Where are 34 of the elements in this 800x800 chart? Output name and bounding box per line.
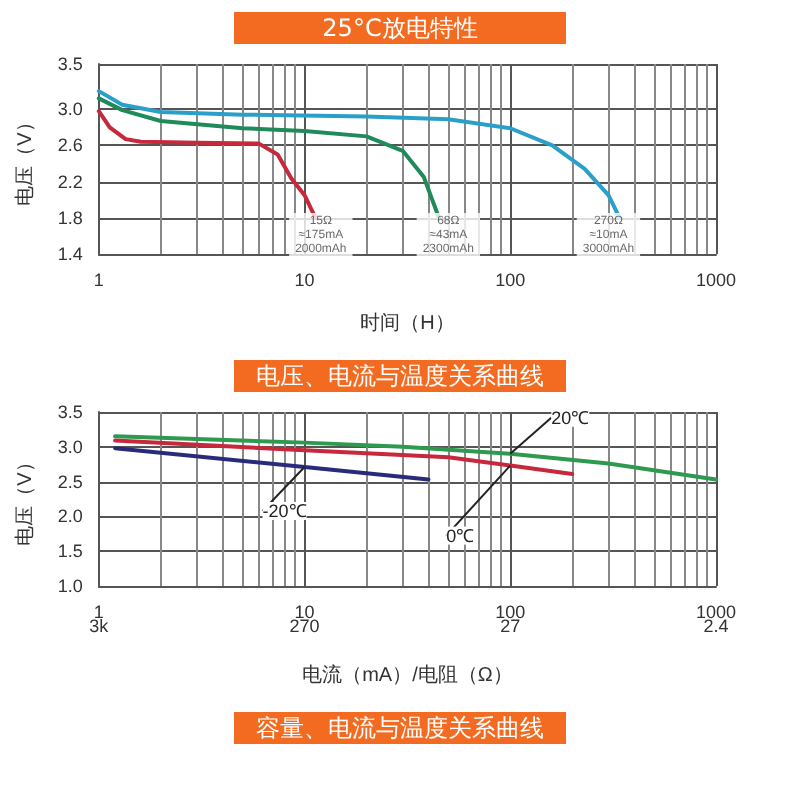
series-label: 20℃ (551, 407, 590, 428)
y-tick-label: 2.0 (57, 506, 83, 527)
y-axis-title: 电压（V） (13, 112, 37, 206)
y-tick-label: 3.0 (57, 436, 83, 457)
y-tick-label: 1.8 (57, 207, 83, 228)
y-tick-label: 3.5 (57, 402, 83, 422)
x-tick-label: 100 (495, 270, 526, 290)
y-tick-label: 3.0 (57, 99, 83, 120)
x-tick-label: 1000 (695, 602, 737, 622)
x-tick-label: 1 (93, 270, 104, 290)
x-tick-label: 10 (294, 602, 315, 622)
x-tick-label: 10 (294, 270, 315, 290)
y-tick-label: 2.5 (57, 471, 83, 492)
text: 3k (89, 616, 110, 636)
chart-title: 电压、电流与温度关系曲线 (234, 360, 566, 392)
text: 27 (500, 616, 521, 636)
y-tick-label: 1.4 (57, 244, 83, 264)
x-axis-title: 时间（H） (360, 311, 455, 335)
x-axis-title: 电流（mA）/电阻（Ω） (302, 663, 513, 687)
y-tick-label: 2.2 (57, 171, 83, 192)
x-tick-label: 100 (495, 602, 526, 622)
series-label: -20℃ (262, 500, 307, 521)
y-tick-label: 2.6 (57, 135, 83, 156)
y-tick-label: 1.0 (57, 576, 83, 596)
x-tick-label: 1000 (695, 270, 737, 290)
text: 2.4 (703, 616, 729, 636)
y-tick-label: 3.5 (57, 54, 83, 74)
x-tick-label: 1 (93, 602, 104, 622)
y-tick-label: 1.5 (57, 541, 83, 562)
y-axis-title: 电压（V） (13, 452, 37, 546)
text: 容量、电流与温度关系曲线 (234, 712, 566, 744)
text: 0℃ (446, 525, 475, 546)
text: 270 (289, 616, 320, 636)
chart-title: 25°C放电特性 (234, 12, 566, 44)
